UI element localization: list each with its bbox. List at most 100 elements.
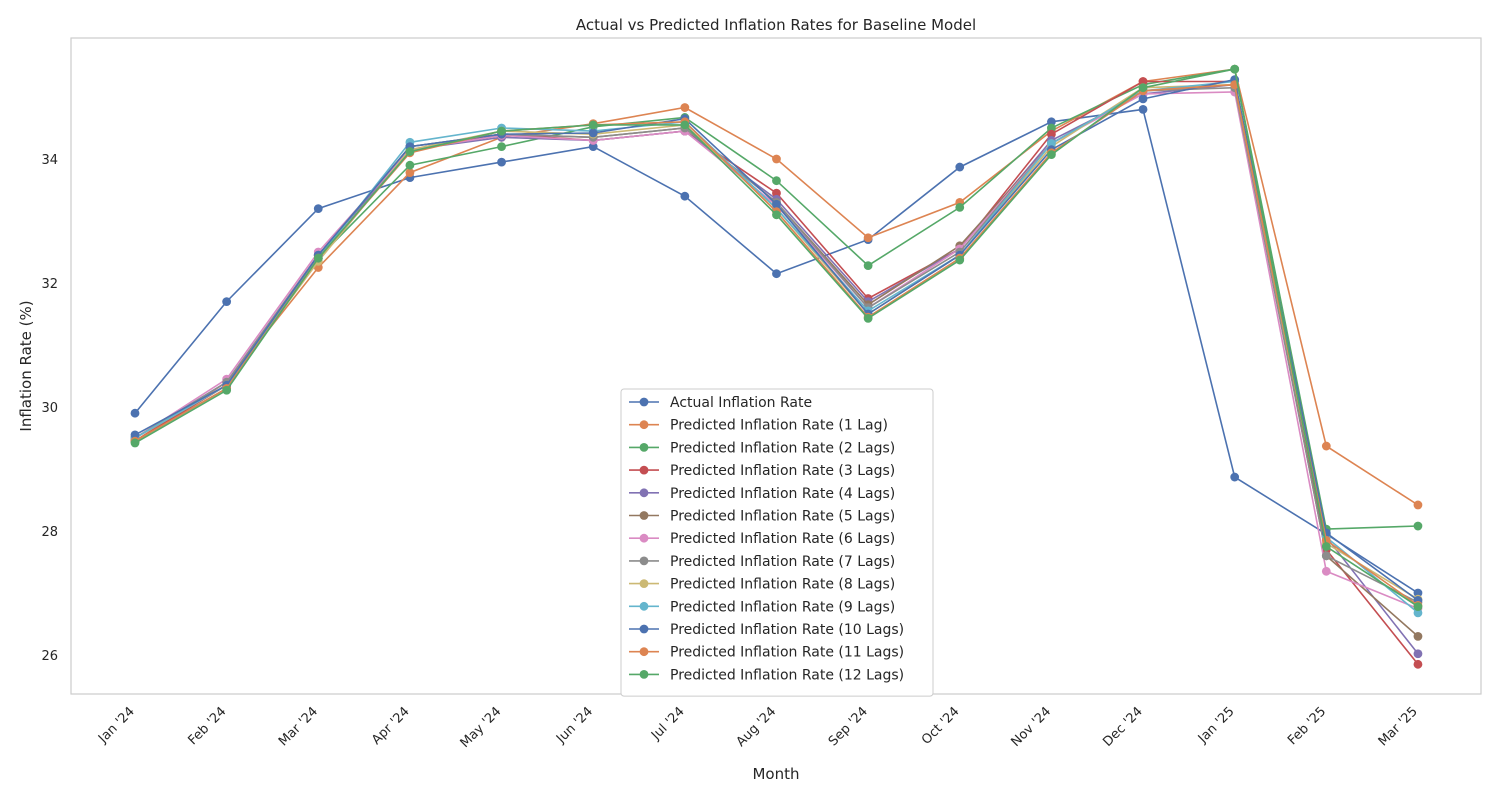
legend-swatch-marker bbox=[639, 511, 649, 520]
data-point bbox=[130, 408, 140, 418]
y-tick-label: 32 bbox=[41, 277, 58, 292]
data-point bbox=[222, 385, 232, 395]
data-point bbox=[1321, 441, 1331, 451]
legend-swatch-marker bbox=[639, 420, 649, 430]
data-point bbox=[1138, 77, 1148, 86]
y-axis-ticks: 26 28 30 32 34 bbox=[41, 153, 58, 664]
legend-swatch-marker bbox=[639, 624, 649, 634]
data-point bbox=[405, 160, 415, 170]
legend-swatch-marker bbox=[639, 556, 649, 566]
legend-swatch-marker bbox=[639, 465, 649, 475]
legend-item: Predicted Inflation Rate (8 Lags) bbox=[629, 577, 895, 593]
data-point bbox=[130, 430, 140, 440]
legend-item: Predicted Inflation Rate (5 Lags) bbox=[629, 509, 895, 525]
data-point bbox=[497, 157, 506, 167]
legend-swatch-marker bbox=[639, 579, 649, 588]
legend-swatch-marker bbox=[639, 533, 649, 543]
x-tick-label: Feb '25 bbox=[1285, 704, 1329, 748]
data-point bbox=[1047, 117, 1056, 127]
legend-label: Predicted Inflation Rate (2 Lags) bbox=[670, 440, 895, 456]
data-point bbox=[497, 126, 506, 136]
legend-frame bbox=[620, 388, 934, 697]
data-point bbox=[1047, 139, 1056, 148]
legend-label: Predicted Inflation Rate (12 Lags) bbox=[670, 667, 904, 683]
y-axis-label: Inflation Rate (%) bbox=[17, 300, 35, 431]
data-point bbox=[1047, 123, 1056, 133]
data-point bbox=[1138, 83, 1148, 93]
legend-swatch-marker bbox=[639, 443, 649, 452]
data-point bbox=[680, 120, 690, 130]
chart-title: Actual vs Predicted Inflation Rates for … bbox=[576, 16, 976, 34]
data-point bbox=[1230, 64, 1240, 74]
legend-label: Actual Inflation Rate bbox=[670, 395, 812, 411]
data-point bbox=[1413, 588, 1423, 598]
legend-item: Predicted Inflation Rate (10 Lags) bbox=[629, 622, 904, 638]
data-point bbox=[1138, 94, 1148, 104]
legend-item: Actual Inflation Rate bbox=[629, 395, 812, 411]
data-point bbox=[1047, 150, 1056, 160]
data-point bbox=[1413, 521, 1423, 531]
data-point bbox=[772, 199, 781, 209]
x-tick-label: Mar '24 bbox=[276, 704, 321, 749]
data-point bbox=[772, 154, 781, 164]
y-tick-label: 28 bbox=[41, 525, 58, 540]
y-tick-label: 30 bbox=[41, 401, 58, 416]
x-tick-label: Oct '24 bbox=[919, 704, 963, 748]
x-tick-label: Jun '24 bbox=[553, 704, 596, 747]
data-point bbox=[1413, 602, 1423, 612]
x-tick-label: Aug '24 bbox=[734, 704, 780, 750]
data-point bbox=[1321, 566, 1331, 576]
legend-label: Predicted Inflation Rate (10 Lags) bbox=[670, 622, 904, 638]
x-tick-label: Jan '25 bbox=[1195, 704, 1238, 747]
legend-label: Predicted Inflation Rate (9 Lags) bbox=[670, 599, 895, 615]
data-point bbox=[1230, 472, 1240, 482]
x-tick-label: May '24 bbox=[458, 704, 505, 751]
data-point bbox=[772, 269, 781, 279]
data-point bbox=[313, 204, 323, 214]
x-tick-label: Nov '24 bbox=[1009, 704, 1055, 750]
data-point bbox=[772, 210, 781, 220]
x-axis-ticks: Jan '24 Feb '24 Mar '24 Apr '24 May '24 Jun '… bbox=[95, 704, 1421, 751]
legend-item: Predicted Inflation Rate (2 Lags) bbox=[629, 440, 895, 456]
data-point bbox=[130, 438, 140, 448]
data-point bbox=[1321, 542, 1331, 551]
x-tick-label: Sep '24 bbox=[826, 704, 871, 749]
data-point bbox=[405, 168, 415, 178]
legend-label: Predicted Inflation Rate (8 Lags) bbox=[670, 577, 895, 593]
legend-item: Predicted Inflation Rate (7 Lags) bbox=[629, 554, 895, 570]
data-point bbox=[1047, 129, 1056, 139]
legend-swatch-marker bbox=[639, 488, 649, 498]
data-point bbox=[680, 103, 690, 112]
data-point bbox=[405, 147, 415, 156]
data-point bbox=[863, 313, 873, 323]
x-tick-label: Feb '24 bbox=[185, 704, 229, 748]
x-axis-label: Month bbox=[752, 765, 799, 783]
data-point bbox=[1138, 105, 1148, 114]
legend-label: Predicted Inflation Rate (4 Lags) bbox=[670, 486, 895, 502]
x-tick-label: Dec '24 bbox=[1100, 704, 1146, 750]
x-tick-label: Jan '24 bbox=[95, 704, 138, 747]
data-point bbox=[222, 297, 232, 306]
data-point bbox=[955, 202, 965, 212]
data-point bbox=[680, 191, 690, 201]
data-point bbox=[863, 261, 873, 271]
legend-item: Predicted Inflation Rate (6 Lags) bbox=[629, 531, 895, 547]
data-point bbox=[1413, 649, 1423, 659]
series-layer bbox=[130, 64, 1423, 669]
data-point bbox=[588, 120, 598, 130]
data-point bbox=[1321, 551, 1331, 561]
series-12 bbox=[130, 64, 1423, 612]
data-point bbox=[955, 255, 965, 265]
legend-item: Predicted Inflation Rate (11 Lags) bbox=[629, 645, 904, 661]
legend-swatch-marker bbox=[639, 601, 649, 611]
legend-label: Predicted Inflation Rate (1 Lag) bbox=[670, 418, 888, 434]
legend-label: Predicted Inflation Rate (6 Lags) bbox=[670, 531, 895, 547]
data-point bbox=[863, 233, 873, 243]
legend-swatch-marker bbox=[639, 647, 649, 657]
legend-label: Predicted Inflation Rate (7 Lags) bbox=[670, 554, 895, 570]
data-point bbox=[1413, 500, 1423, 510]
legend-label: Predicted Inflation Rate (5 Lags) bbox=[670, 509, 895, 525]
data-point bbox=[955, 162, 965, 172]
data-point bbox=[1413, 608, 1423, 618]
